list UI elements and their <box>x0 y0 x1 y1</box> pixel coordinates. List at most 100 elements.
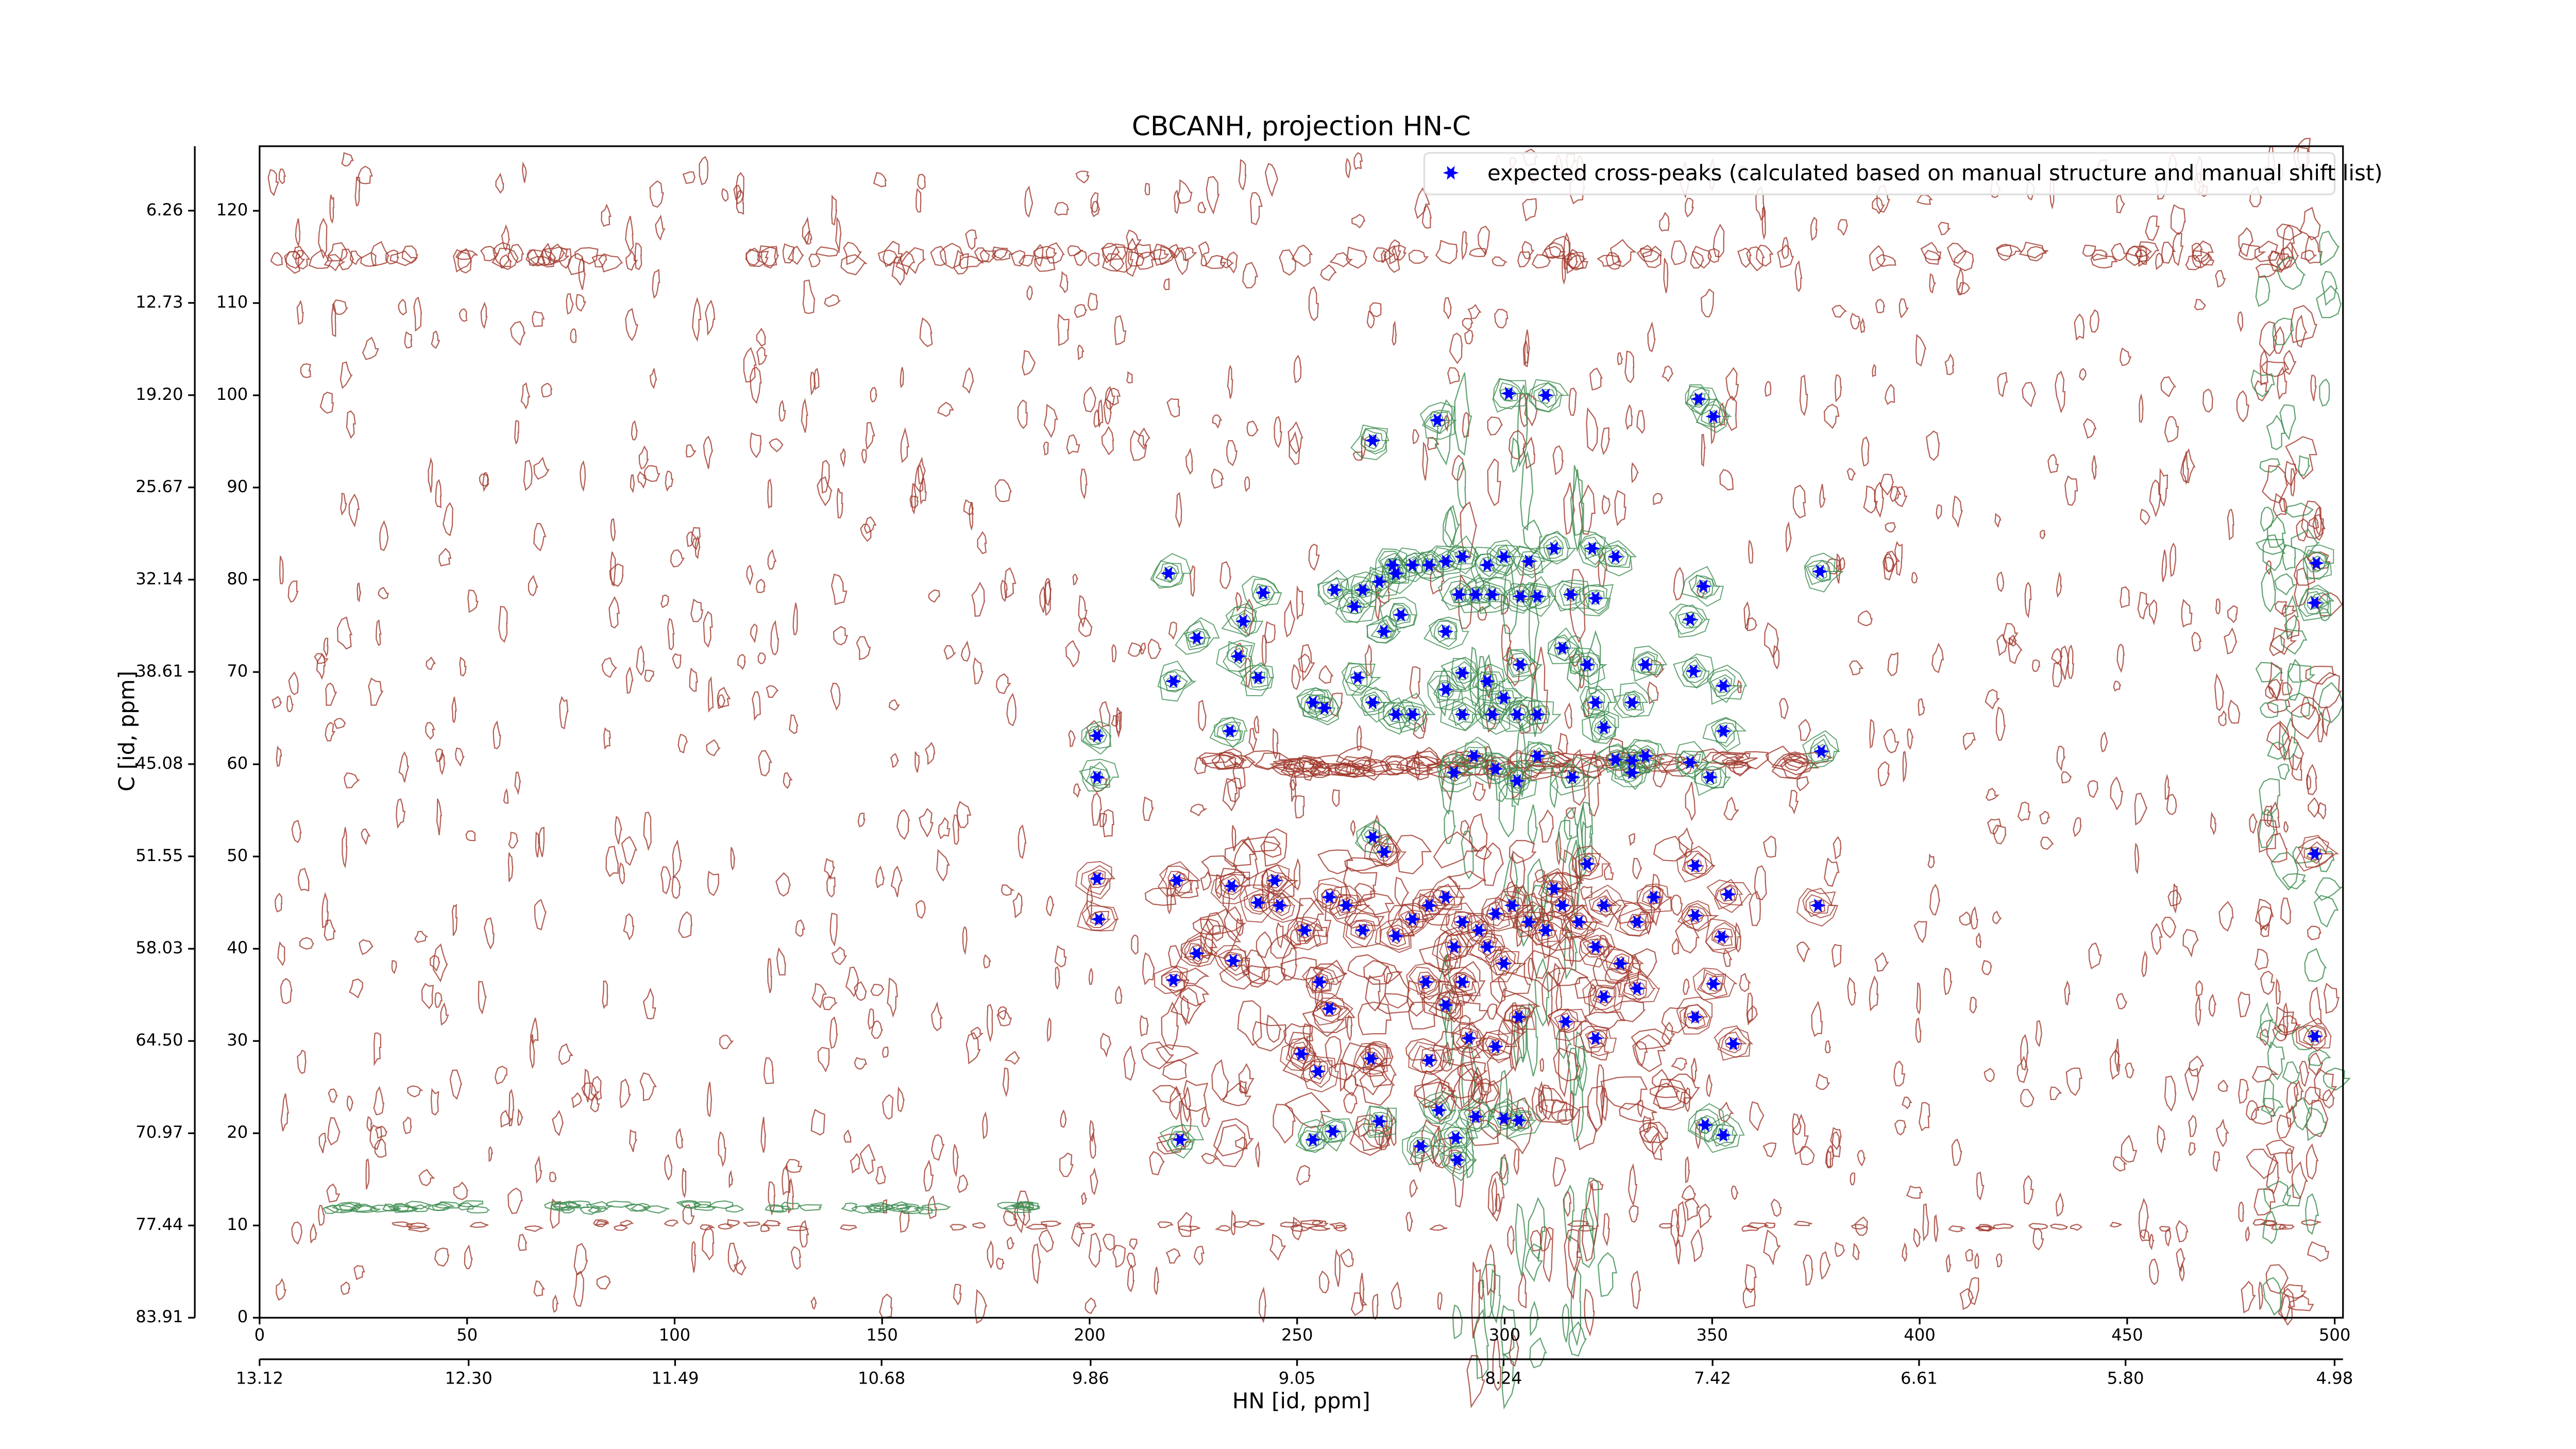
cross-peak <box>1255 585 1272 600</box>
contour <box>1698 1203 1713 1229</box>
contour <box>2306 1143 2319 1180</box>
cross-peak <box>1520 915 1537 929</box>
contour <box>1479 703 1507 725</box>
contour <box>1468 247 1487 258</box>
contour <box>318 1132 327 1153</box>
contour <box>2087 780 2099 798</box>
contour <box>1055 966 1060 990</box>
contour <box>1244 476 1250 493</box>
contour <box>2188 1055 2205 1077</box>
contour <box>1700 972 1724 995</box>
contour <box>1837 219 1848 236</box>
contour <box>1165 974 1184 988</box>
contour <box>1647 681 1659 704</box>
contour <box>756 245 777 267</box>
contour <box>769 438 784 452</box>
contour <box>2091 455 2097 480</box>
contour <box>1159 1124 1205 1159</box>
contour <box>1922 1203 1929 1242</box>
contour <box>434 1247 450 1267</box>
contour <box>331 1202 364 1211</box>
contour <box>1100 243 1128 261</box>
contour <box>2284 614 2300 640</box>
contour <box>2227 509 2234 541</box>
contour <box>1636 410 1646 434</box>
contour <box>2121 1135 2138 1163</box>
contour <box>2139 245 2147 265</box>
contour <box>1279 249 1297 276</box>
contour <box>2262 1210 2278 1244</box>
contour <box>1976 932 1981 948</box>
contour <box>1673 653 1715 688</box>
cross-peak <box>1224 879 1240 893</box>
cross-peak <box>1293 1047 1310 1061</box>
contour <box>1034 256 1056 272</box>
contour <box>870 386 877 403</box>
contour <box>2023 1175 2034 1205</box>
contour <box>2291 753 2302 781</box>
contour <box>1498 1019 1527 1046</box>
contour <box>1894 541 1903 576</box>
contour <box>1504 1005 1532 1035</box>
cross-peak <box>1454 915 1470 929</box>
contour <box>1211 468 1224 489</box>
contour <box>1140 1041 1174 1070</box>
contour <box>1732 751 1769 770</box>
y-tick-label: 20 <box>227 1122 248 1142</box>
x-tick-label: 50 <box>456 1325 478 1345</box>
contour <box>2208 993 2217 1017</box>
contour <box>1486 540 1525 577</box>
contour <box>279 555 284 585</box>
contour <box>323 637 329 658</box>
contour <box>1449 332 1463 364</box>
cross-peak <box>1235 614 1251 629</box>
contour <box>1714 879 1743 910</box>
contour <box>1209 717 1248 748</box>
contour <box>2017 801 2031 822</box>
contour <box>949 1224 968 1231</box>
contour <box>2003 623 2019 646</box>
contour <box>1214 1124 1246 1168</box>
contour <box>1585 1030 1609 1049</box>
contour <box>1539 1057 1545 1072</box>
contour <box>1464 329 1474 345</box>
contour <box>1194 757 1208 774</box>
contour <box>325 682 337 706</box>
contour <box>1554 637 1577 662</box>
contour <box>278 169 286 184</box>
contour <box>1531 1086 1548 1123</box>
contour <box>1737 247 1752 268</box>
contour <box>1613 1000 1646 1022</box>
contour <box>1408 249 1429 264</box>
contour <box>2280 897 2292 925</box>
contour <box>1530 1229 1543 1252</box>
contour <box>2260 970 2275 996</box>
contour <box>2313 895 2339 928</box>
contour <box>295 218 301 248</box>
cross-peak <box>1165 973 1182 987</box>
contour <box>994 479 1012 502</box>
contour <box>1296 585 1304 620</box>
contour <box>332 299 349 315</box>
contour <box>1563 1184 1575 1242</box>
cross-peak <box>1371 1114 1387 1128</box>
contour <box>1721 1031 1748 1053</box>
contour <box>706 739 721 756</box>
y2-tick-label: 6.26 <box>146 200 183 220</box>
contour <box>1579 1026 1608 1053</box>
contour <box>1456 461 1467 509</box>
contour <box>919 807 934 838</box>
contour <box>587 1205 608 1214</box>
contour <box>329 194 334 224</box>
contour <box>1509 839 1537 864</box>
contour <box>428 457 433 493</box>
contour <box>1439 1041 1454 1072</box>
cross-peak <box>1091 912 1107 926</box>
contour <box>758 750 772 777</box>
contour <box>349 250 363 265</box>
cross-peak <box>1250 896 1266 910</box>
contour <box>1490 545 1516 567</box>
contour <box>1710 718 1737 748</box>
contour <box>2307 925 2322 940</box>
contour <box>1495 988 1541 1023</box>
